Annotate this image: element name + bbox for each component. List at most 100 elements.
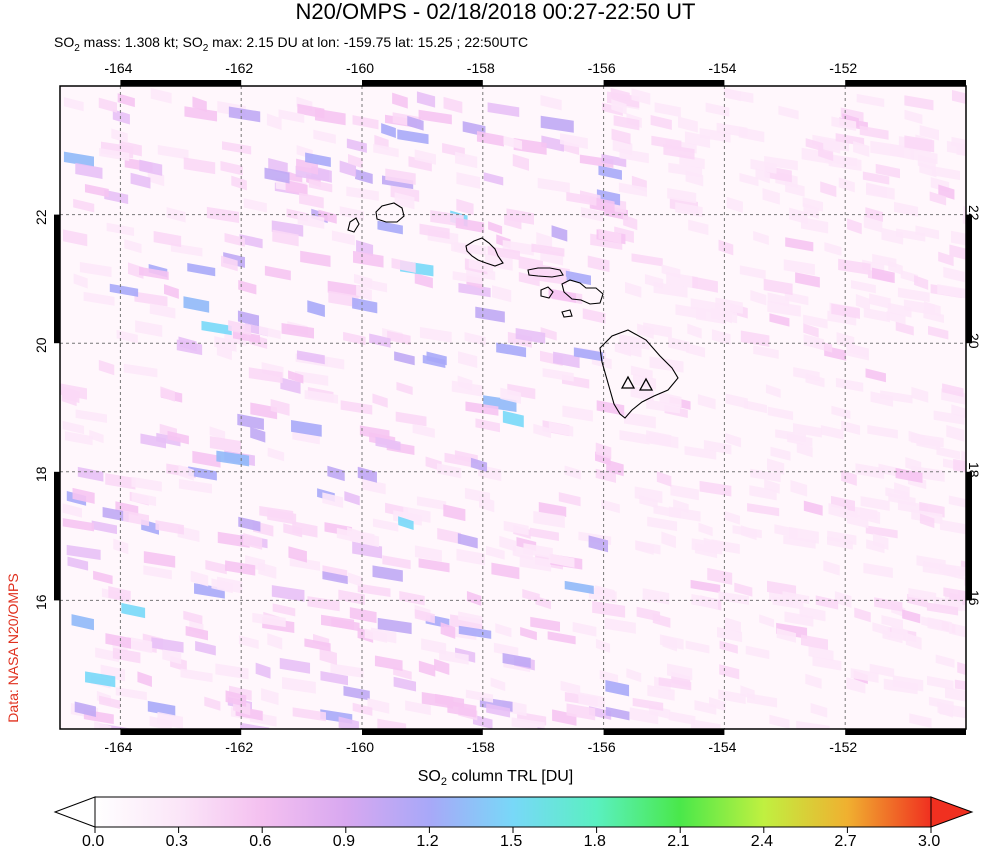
so2-pixel	[338, 589, 365, 605]
so2-pixel	[147, 700, 176, 717]
max-sub: 2	[202, 42, 209, 54]
so2-pixel	[618, 182, 648, 197]
so2-pixel	[784, 291, 809, 306]
so2-pixel	[115, 687, 147, 701]
so2-pixel	[847, 512, 869, 529]
so2-pixel	[650, 115, 672, 130]
so2-pixel	[831, 116, 857, 132]
so2-pixel	[881, 615, 903, 629]
colorbar	[53, 796, 974, 828]
so2-pixel	[79, 262, 112, 278]
so2-pixel	[560, 680, 581, 696]
so2-pixel	[854, 607, 871, 623]
so2-pixel	[300, 250, 331, 268]
so2-pixel	[394, 192, 415, 210]
so2-pixel	[805, 673, 822, 689]
so2-pixel	[668, 711, 696, 726]
so2-pixel	[457, 533, 478, 549]
volcano-icon-2	[638, 377, 654, 391]
so2-pixel	[755, 167, 770, 184]
so2-pixel	[763, 278, 793, 296]
so2-pixel	[73, 273, 88, 289]
so2-pixel	[905, 632, 922, 650]
so2-pixel	[892, 675, 924, 692]
so2-pixel	[750, 290, 767, 306]
so2-pixel	[753, 345, 779, 359]
so2-pixel	[305, 152, 331, 167]
so2-pixel	[392, 92, 408, 109]
so2-pixel	[340, 400, 373, 415]
so2-pixel	[204, 696, 221, 711]
so2-pixel	[83, 291, 115, 306]
so2-pixel	[887, 302, 912, 318]
so2-pixel	[124, 239, 142, 254]
colorbar-tick-label: 0.6	[249, 833, 272, 850]
so2-pixel	[927, 675, 954, 690]
so2-pixel	[734, 582, 753, 597]
page-title: N20/OMPS - 02/18/2018 00:27-22:50 UT	[295, 0, 696, 24]
so2-pixel	[282, 677, 316, 694]
lat-tick-label: 16	[966, 590, 982, 606]
so2-pixel	[723, 87, 741, 102]
colorbar-over-arrow	[930, 796, 974, 828]
kahoolawe-coast	[561, 309, 573, 318]
so2-pixel	[908, 588, 937, 602]
so2-pixel	[486, 703, 511, 718]
so2-pixel	[369, 333, 391, 348]
so2-pixel	[238, 635, 259, 649]
so2-pixel	[183, 610, 203, 625]
so2-pixel	[709, 696, 726, 712]
so2-pixel	[211, 578, 233, 594]
so2-pixel	[523, 543, 553, 559]
so2-pixel	[261, 688, 279, 706]
so2-pixel	[796, 442, 813, 458]
so2-pixel	[745, 645, 770, 660]
so2-pixel	[468, 259, 494, 273]
so2-pixel	[707, 567, 733, 585]
so2-pixel	[687, 323, 702, 339]
so2-pixel	[164, 284, 179, 299]
border-segment	[362, 80, 483, 86]
so2-pixel	[566, 192, 597, 206]
so2-pixel	[237, 413, 264, 430]
so2-pixel	[928, 325, 949, 340]
so2-pixel	[437, 463, 462, 479]
so2-pixel	[795, 272, 820, 288]
so2-pixel	[732, 525, 762, 539]
so2-pixel	[348, 154, 363, 169]
so2-pixel	[684, 446, 717, 460]
so2-pixel	[93, 570, 113, 585]
so2-pixel	[598, 165, 622, 180]
so2-pixel	[239, 234, 263, 249]
so2-pixel	[661, 264, 681, 279]
lon-tick-label: -164	[104, 60, 133, 76]
so2-pixel	[123, 363, 158, 378]
so2-pixel	[466, 590, 482, 606]
so2-pixel	[548, 553, 575, 568]
so2-pixel	[691, 593, 718, 610]
lat-tick-label: 22	[966, 204, 982, 221]
so2-pixel	[770, 446, 791, 461]
so2-pixel	[160, 386, 175, 402]
so2-pixel	[375, 436, 401, 451]
so2-pixel	[190, 570, 209, 587]
so2-pixel	[130, 172, 151, 189]
so2-pixel	[419, 327, 452, 343]
so2-pixel	[533, 510, 565, 528]
graticule	[60, 86, 966, 729]
so2-pixel	[357, 583, 391, 597]
so2-pixel	[849, 343, 868, 358]
so2-pixel	[750, 158, 777, 174]
so2-pixel	[942, 383, 964, 398]
so2-pixel	[267, 447, 285, 462]
so2-pixel	[538, 502, 567, 517]
so2-pixel	[670, 484, 699, 501]
so2-pixel	[364, 628, 388, 643]
so2-pixel	[547, 631, 576, 645]
so2-pixel	[529, 527, 559, 542]
so2-pixel	[536, 232, 553, 249]
so2-pixel	[872, 253, 897, 268]
so2-pixel	[673, 499, 689, 514]
so2-pixel	[835, 377, 864, 392]
so2-pixel	[201, 320, 232, 336]
